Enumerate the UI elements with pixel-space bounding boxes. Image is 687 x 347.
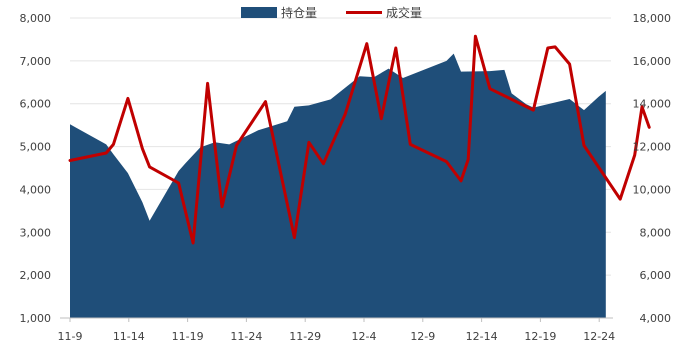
volume-line-layer xyxy=(68,34,651,245)
legend-label-open-interest: 持仓量 xyxy=(281,5,317,20)
left-axis-tick-label: 5,000 xyxy=(20,141,52,154)
left-axis-tick-label: 4,000 xyxy=(20,183,52,196)
x-axis-tick-label: 11-29 xyxy=(289,330,321,343)
x-axis-tick-label: 12-14 xyxy=(466,330,498,343)
left-axis-tick-label: 7,000 xyxy=(20,55,52,68)
left-axis-tick-label: 6,000 xyxy=(20,98,52,111)
right-axis-tick-label: 8,000 xyxy=(640,226,672,239)
x-axis-tick-label: 11-24 xyxy=(230,330,262,343)
right-axis-tick-label: 4,000 xyxy=(640,312,672,325)
x-axis-tick-label: 12-4 xyxy=(352,330,377,343)
right-axis-ticks: 4,000 6,000 8,000 10,000 12,000 14,000 16,000 1… xyxy=(633,12,672,325)
left-axis-tick-label: 2,000 xyxy=(20,269,52,282)
legend-swatch-open-interest xyxy=(241,7,277,18)
legend: 持仓量 成交量 xyxy=(241,5,422,20)
left-axis-ticks: 1,000 2,000 3,000 4,000 5,000 6,000 7,000 8,000 xyxy=(20,12,52,325)
open-interest-area-layer xyxy=(70,53,606,318)
x-axis-tick-label: 12-24 xyxy=(583,330,615,343)
left-axis-tick-label: 8,000 xyxy=(20,12,52,25)
left-axis-tick-label: 1,000 xyxy=(20,312,52,325)
open-interest-area xyxy=(70,53,606,318)
x-axis-tick-label: 12-9 xyxy=(410,330,435,343)
left-axis-tick-label: 3,000 xyxy=(20,226,52,239)
right-axis-tick-label: 6,000 xyxy=(640,269,672,282)
x-axis-tick-label: 11-9 xyxy=(58,330,83,343)
right-axis-tick-label: 18,000 xyxy=(633,12,672,25)
volume-line xyxy=(68,34,651,245)
right-axis-tick-label: 14,000 xyxy=(633,98,672,111)
right-axis-tick-label: 12,000 xyxy=(633,141,672,154)
legend-label-volume: 成交量 xyxy=(386,5,422,20)
x-axis-tick-label: 12-19 xyxy=(524,330,556,343)
x-axis-tick-label: 11-14 xyxy=(113,330,145,343)
x-axis-tick-label: 11-19 xyxy=(172,330,204,343)
right-axis-tick-label: 10,000 xyxy=(633,183,672,196)
x-axis-ticks: 11-9 11-14 11-19 11-24 11-29 12-4 12-9 12-14 12-… xyxy=(58,318,615,343)
right-axis-tick-label: 16,000 xyxy=(633,55,672,68)
